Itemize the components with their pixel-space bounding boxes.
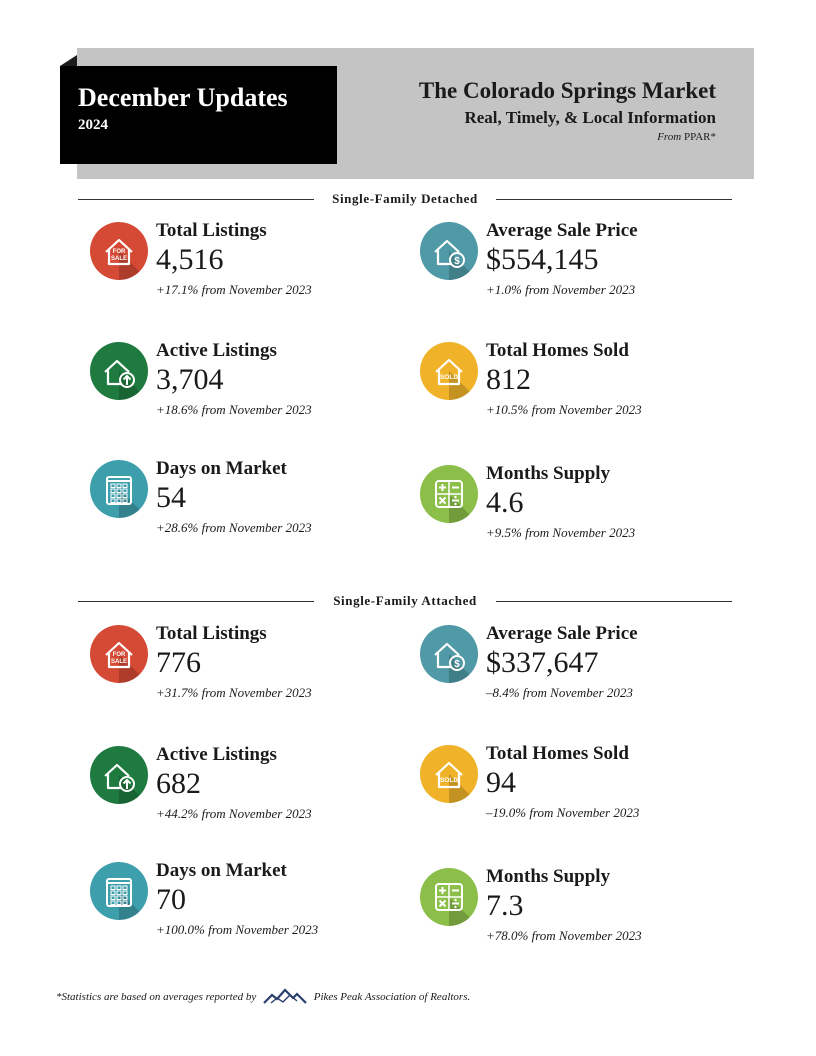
stat-change-months-supply: +78.0% from November 2023 xyxy=(486,928,642,943)
stat-value-active-listings: 682 xyxy=(156,767,201,800)
section-divider-attached: Single-Family Attached xyxy=(78,593,732,608)
svg-text:FOR: FOR xyxy=(113,249,126,255)
calendar-icon xyxy=(90,460,148,518)
stat-days-on-market: Days on Market 70 +100.0% from November 20… xyxy=(90,860,390,942)
stat-change-days-on-market: +100.0% from November 2023 xyxy=(156,922,319,937)
stat-label-total-listings: Total Listings xyxy=(156,623,267,644)
sold-house-icon: SOLD xyxy=(420,745,478,803)
stat-active-listings: Active Listings 3,704 +18.6% from November… xyxy=(90,340,390,422)
stat-label-average-sale-price: Average Sale Price xyxy=(486,220,638,241)
source-line: From PPAR* xyxy=(419,131,716,143)
section-title: Single-Family Detached xyxy=(324,191,486,206)
market-title: The Colorado Springs Market xyxy=(418,78,716,103)
stat-average-sale-price: $ Average Sale Price $337,647 –8.4% from No… xyxy=(420,623,720,705)
footer-text: *Statistics are based on averages report… xyxy=(56,991,257,1004)
stat-months-supply: Months Supply 4.6 +9.5% from November 2023 xyxy=(420,463,720,545)
stat-total-homes-sold: SOLD Total Homes Sold 94 –19.0% from Novemb… xyxy=(420,743,720,825)
house-dollar-icon: $ xyxy=(420,625,478,683)
stat-label-days-on-market: Days on Market xyxy=(156,458,287,479)
banner-fold xyxy=(60,55,77,66)
stat-change-total-homes-sold: –19.0% from November 2023 xyxy=(486,805,640,820)
svg-text:$: $ xyxy=(454,256,460,267)
stat-label-active-listings: Active Listings xyxy=(156,744,277,765)
stat-value-months-supply: 4.6 xyxy=(486,486,524,519)
stat-average-sale-price: $ Average Sale Price $554,145 +1.0% from No… xyxy=(420,220,720,302)
mountain-logo-icon xyxy=(263,988,307,1007)
divider-line xyxy=(496,199,732,200)
stat-value-average-sale-price: $337,647 xyxy=(486,646,599,679)
section-title: Single-Family Attached xyxy=(325,593,485,608)
month-title: December Updates xyxy=(78,83,288,112)
stat-change-days-on-market: +28.6% from November 2023 xyxy=(156,520,312,535)
stat-change-total-homes-sold: +10.5% from November 2023 xyxy=(486,402,642,417)
for-sale-house-icon: FOR SALE xyxy=(90,222,148,280)
stat-value-average-sale-price: $554,145 xyxy=(486,243,599,276)
stat-label-days-on-market: Days on Market xyxy=(156,860,287,881)
svg-text:SALE: SALE xyxy=(111,659,127,665)
stat-value-months-supply: 7.3 xyxy=(486,889,524,922)
stat-active-listings: Active Listings 682 +44.2% from November 2… xyxy=(90,744,390,826)
market-subtitle: Real, Timely, & Local Information xyxy=(464,108,716,127)
house-dollar-icon: $ xyxy=(420,222,478,280)
footer-org: Pikes Peak Association of Realtors. xyxy=(313,991,471,1004)
stat-label-months-supply: Months Supply xyxy=(486,866,611,887)
stat-label-total-homes-sold: Total Homes Sold xyxy=(486,743,629,764)
calendar-icon xyxy=(90,862,148,920)
stat-label-active-listings: Active Listings xyxy=(156,340,277,361)
calculator-icon xyxy=(420,868,478,926)
stat-change-active-listings: +44.2% from November 2023 xyxy=(156,806,312,821)
footer-note: *Statistics are based on averages report… xyxy=(56,988,470,1007)
stat-change-total-listings: +17.1% from November 2023 xyxy=(156,282,312,297)
market-heading: The Colorado Springs Market Real, Timely… xyxy=(419,78,716,143)
stat-total-listings: FOR SALE Total Listings 776 +31.7% from Nove… xyxy=(90,623,390,705)
stat-days-on-market: Days on Market 54 +28.6% from November 202… xyxy=(90,458,390,540)
house-arrow-up-icon xyxy=(90,342,148,400)
stat-value-days-on-market: 54 xyxy=(156,481,186,514)
stat-label-months-supply: Months Supply xyxy=(486,463,611,484)
stat-value-total-listings: 4,516 xyxy=(156,243,224,276)
stat-label-total-homes-sold: Total Homes Sold xyxy=(486,340,629,361)
svg-text:$: $ xyxy=(454,659,460,670)
svg-text:SOLD: SOLD xyxy=(440,374,458,381)
divider-line xyxy=(78,601,314,602)
month-box: December Updates 2024 xyxy=(60,66,337,164)
stat-value-total-listings: 776 xyxy=(156,646,201,679)
stat-change-average-sale-price: –8.4% from November 2023 xyxy=(486,685,633,700)
divider-line xyxy=(496,601,732,602)
stat-months-supply: Months Supply 7.3 +78.0% from November 202… xyxy=(420,866,720,948)
for-sale-house-icon: FOR SALE xyxy=(90,625,148,683)
stat-value-total-homes-sold: 812 xyxy=(486,363,531,396)
stat-value-total-homes-sold: 94 xyxy=(486,766,516,799)
stat-total-homes-sold: SOLD Total Homes Sold 812 +10.5% from Novem… xyxy=(420,340,720,422)
stat-change-total-listings: +31.7% from November 2023 xyxy=(156,685,312,700)
stat-change-active-listings: +18.6% from November 2023 xyxy=(156,402,312,417)
calculator-icon xyxy=(420,465,478,523)
stat-value-days-on-market: 70 xyxy=(156,883,186,916)
stat-change-months-supply: +9.5% from November 2023 xyxy=(486,525,636,540)
divider-line xyxy=(78,199,314,200)
year-label: 2024 xyxy=(78,117,108,133)
source-prefix: From xyxy=(657,131,682,143)
svg-text:SALE: SALE xyxy=(111,256,127,262)
stat-label-total-listings: Total Listings xyxy=(156,220,267,241)
house-arrow-up-icon xyxy=(90,746,148,804)
source-name: PPAR* xyxy=(683,131,716,143)
stat-value-active-listings: 3,704 xyxy=(156,363,224,396)
svg-text:SOLD: SOLD xyxy=(440,777,458,784)
stat-label-average-sale-price: Average Sale Price xyxy=(486,623,638,644)
svg-text:FOR: FOR xyxy=(113,652,126,658)
stat-change-average-sale-price: +1.0% from November 2023 xyxy=(486,282,636,297)
section-divider-detached: Single-Family Detached xyxy=(78,191,732,206)
stat-total-listings: FOR SALE Total Listings 4,516 +17.1% from No… xyxy=(90,220,390,302)
sold-house-icon: SOLD xyxy=(420,342,478,400)
